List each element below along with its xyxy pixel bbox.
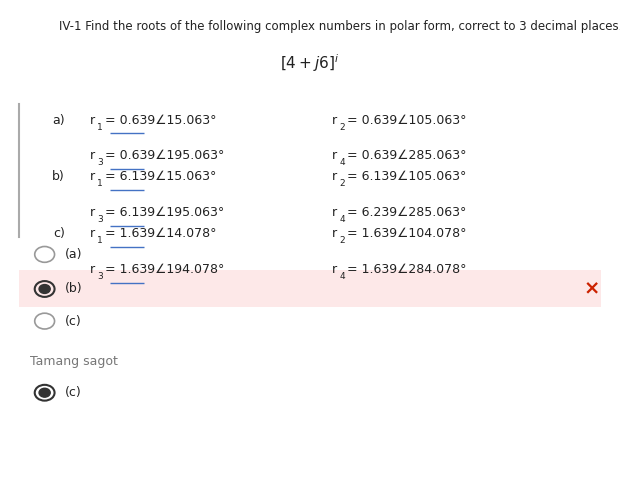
Text: 2: 2	[339, 179, 345, 188]
Text: 4: 4	[339, 215, 345, 224]
Text: (c): (c)	[65, 315, 82, 328]
Circle shape	[39, 285, 50, 293]
Text: r: r	[332, 170, 337, 183]
Text: 4: 4	[339, 158, 345, 167]
Text: = 1.639∠14.078°: = 1.639∠14.078°	[105, 227, 217, 240]
Text: a): a)	[53, 114, 65, 126]
Text: 1: 1	[97, 123, 103, 131]
Circle shape	[39, 388, 50, 397]
Text: = 0.639∠15.063°: = 0.639∠15.063°	[105, 114, 217, 126]
Text: 1: 1	[97, 179, 103, 188]
Text: 2: 2	[339, 236, 345, 245]
Text: IV-1 Find the roots of the following complex numbers in polar form, correct to 3: IV-1 Find the roots of the following com…	[59, 20, 620, 33]
Text: 3: 3	[97, 215, 103, 224]
Text: 2: 2	[339, 123, 345, 131]
Text: r: r	[332, 263, 337, 276]
Text: 1: 1	[97, 236, 103, 245]
Text: = 0.639∠195.063°: = 0.639∠195.063°	[105, 149, 225, 162]
Text: = 1.639∠104.078°: = 1.639∠104.078°	[347, 227, 467, 240]
Text: r: r	[90, 149, 95, 162]
Text: (c): (c)	[65, 386, 82, 399]
Text: 3: 3	[97, 158, 103, 167]
Text: c): c)	[53, 227, 65, 240]
Text: ×: ×	[584, 280, 600, 298]
Text: $[4+j6]^{i}$: $[4+j6]^{i}$	[280, 52, 340, 74]
Text: = 0.639∠285.063°: = 0.639∠285.063°	[347, 149, 467, 162]
Text: r: r	[90, 263, 95, 276]
Text: r: r	[90, 170, 95, 183]
Text: 4: 4	[339, 272, 345, 281]
FancyBboxPatch shape	[19, 270, 601, 307]
Text: = 6.139∠15.063°: = 6.139∠15.063°	[105, 170, 217, 183]
Text: 3: 3	[97, 272, 103, 281]
Text: = 6.239∠285.063°: = 6.239∠285.063°	[347, 206, 467, 219]
Text: r: r	[90, 227, 95, 240]
Text: r: r	[332, 114, 337, 126]
Text: r: r	[90, 206, 95, 219]
Text: = 6.139∠105.063°: = 6.139∠105.063°	[347, 170, 467, 183]
Text: = 6.139∠195.063°: = 6.139∠195.063°	[105, 206, 224, 219]
Text: r: r	[332, 149, 337, 162]
Text: r: r	[90, 114, 95, 126]
Text: Tamang sagot: Tamang sagot	[30, 355, 118, 368]
Text: r: r	[332, 206, 337, 219]
Text: (b): (b)	[65, 283, 82, 295]
Text: = 1.639∠194.078°: = 1.639∠194.078°	[105, 263, 225, 276]
Text: (a): (a)	[65, 248, 82, 261]
Text: = 0.639∠105.063°: = 0.639∠105.063°	[347, 114, 467, 126]
Text: = 1.639∠284.078°: = 1.639∠284.078°	[347, 263, 467, 276]
Text: b): b)	[52, 170, 65, 183]
Text: r: r	[332, 227, 337, 240]
